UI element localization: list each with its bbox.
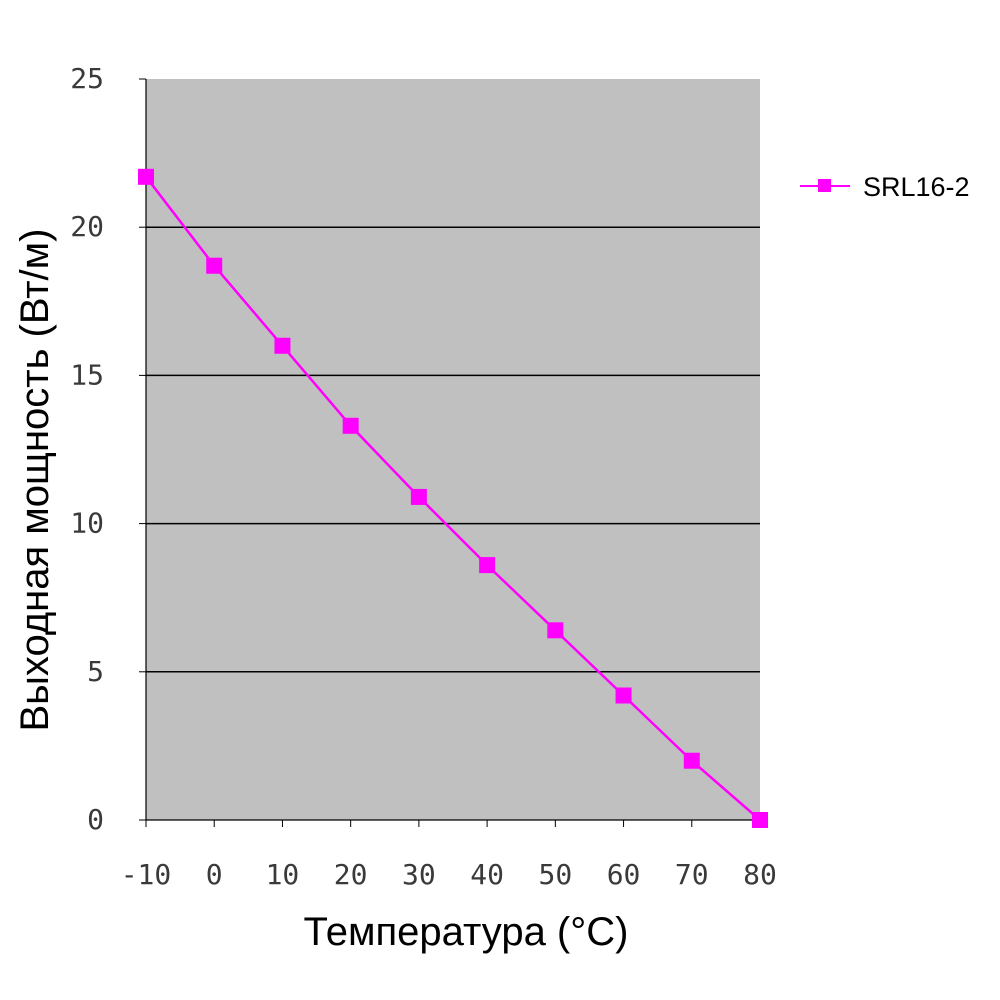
data-point-marker — [206, 257, 223, 274]
data-point-marker — [410, 488, 427, 505]
x-tick-label: 20 — [334, 858, 368, 891]
y-tick-labels: 0 5 10 15 20 25 — [70, 62, 104, 836]
y-tick-label: 15 — [70, 358, 104, 391]
data-point-marker — [342, 417, 359, 434]
y-axis-title: Выходная мощность (Вт/м) — [13, 229, 57, 732]
x-tick-labels: -10 0 10 20 30 40 50 60 70 80 — [121, 858, 777, 891]
data-point-marker — [479, 557, 496, 574]
x-tick-label: 50 — [538, 858, 572, 891]
data-point-marker — [683, 752, 700, 769]
data-point-marker — [752, 812, 768, 828]
gridlines — [146, 226, 760, 673]
x-tick-label: 80 — [743, 858, 777, 891]
axes — [139, 78, 761, 827]
x-axis-title: Температура (°C) — [304, 910, 629, 954]
series-layer — [138, 168, 768, 828]
x-tick-label: 0 — [206, 858, 223, 891]
data-point-marker — [547, 622, 564, 639]
x-tick-label: 10 — [266, 858, 300, 891]
y-tick-label: 10 — [70, 507, 104, 540]
legend-label: SRL16-2 — [863, 172, 970, 202]
x-tick-label: 30 — [402, 858, 436, 891]
data-point-marker — [615, 687, 632, 704]
legend: SRL16-2 — [800, 172, 970, 202]
y-tick-label: 25 — [70, 62, 104, 95]
x-tick-label: 70 — [675, 858, 709, 891]
x-tick-label: -10 — [121, 858, 172, 891]
data-point-marker — [274, 337, 291, 354]
plot-area — [146, 79, 760, 820]
y-tick-label: 0 — [87, 803, 104, 836]
x-tick-label: 60 — [607, 858, 641, 891]
series-line — [145, 176, 761, 821]
y-tick-label: 20 — [70, 210, 104, 243]
legend-marker — [818, 179, 831, 192]
data-point-marker — [138, 168, 154, 185]
x-tick-label: 40 — [470, 858, 504, 891]
y-tick-label: 5 — [87, 655, 104, 688]
